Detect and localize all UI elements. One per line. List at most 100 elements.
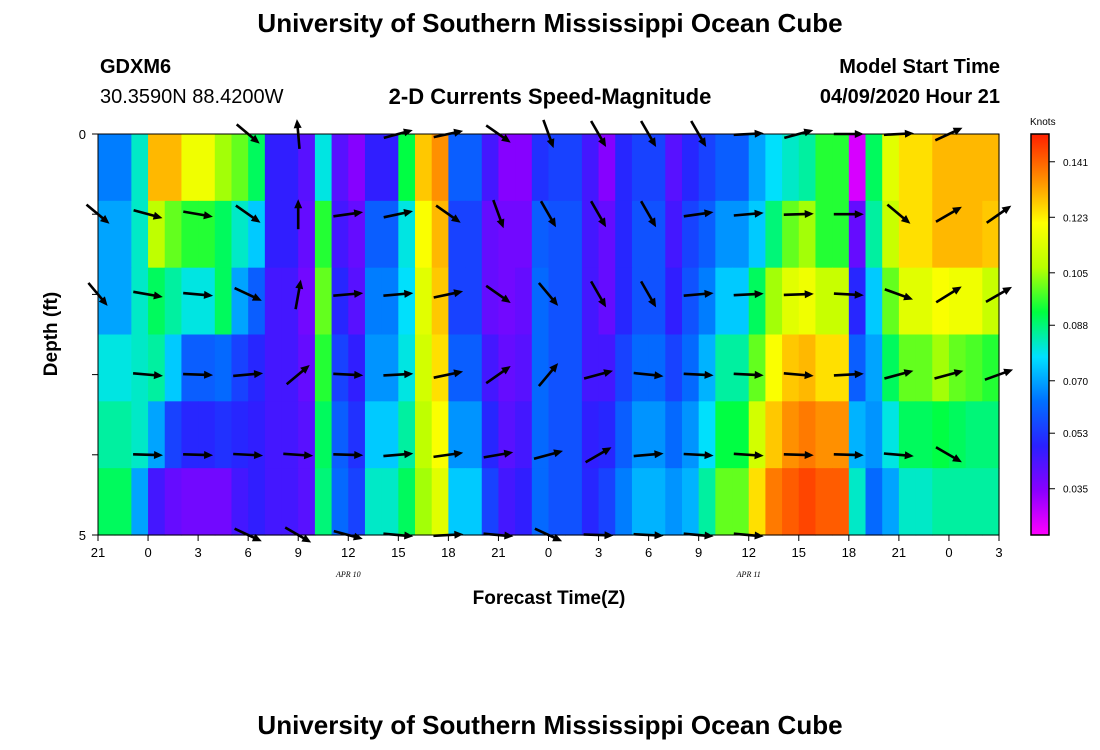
station-id: GDXM6 [100, 56, 172, 78]
heatmap-cell [498, 468, 516, 536]
current-arrow [883, 451, 914, 460]
heatmap-cell [264, 401, 283, 469]
heatmap-cell [932, 468, 950, 536]
heatmap-cell [798, 267, 817, 336]
current-arrow [589, 280, 607, 308]
heatmap-cell [815, 134, 833, 202]
current-arrow [833, 290, 864, 299]
current-arrow [690, 120, 707, 147]
heatmap-cell [114, 468, 132, 536]
heatmap-cell [915, 267, 933, 336]
heatmap-cell [882, 401, 900, 469]
y-tick-label: 0 [79, 127, 86, 142]
heatmap-cell [782, 267, 800, 336]
heatmap-cell [648, 334, 666, 402]
current-arrow [639, 280, 657, 308]
heatmap-cell [465, 401, 483, 469]
heatmap-cell [865, 401, 883, 469]
heatmap-cell [331, 334, 349, 402]
current-arrow [285, 365, 310, 386]
x-tick-label: 6 [645, 545, 652, 560]
heatmap-cell [298, 401, 316, 469]
heatmap-cell [615, 401, 633, 469]
heatmap-cell [248, 334, 266, 402]
heatmap-cell [481, 134, 500, 202]
x-tick-label: 15 [391, 545, 405, 560]
heatmap-cell [681, 401, 700, 469]
heatmap-cell [381, 200, 399, 269]
heatmap-cell [898, 200, 917, 269]
current-arrow [639, 120, 657, 147]
heatmap-cell [665, 468, 683, 536]
heatmap-cell [231, 267, 249, 336]
heatmap-cell [948, 134, 967, 202]
current-arrow [534, 527, 563, 542]
heatmap-cell [131, 468, 149, 536]
x-tick-label: 18 [441, 545, 455, 560]
current-arrow [633, 371, 664, 380]
heatmap-cell [148, 267, 166, 336]
heatmap-cell [882, 468, 900, 536]
heatmap-cell [181, 267, 199, 336]
heatmap-cell [882, 267, 900, 336]
heatmap-cell [281, 134, 299, 202]
heatmap-cell [765, 334, 783, 402]
current-arrow [433, 369, 464, 379]
heatmap-cell [164, 200, 183, 269]
current-arrow [934, 127, 963, 142]
heatmap-cell [565, 401, 583, 469]
colorbar-tick-label: 0.070 [1063, 377, 1088, 388]
heatmap-cell [448, 200, 466, 269]
heatmap-cell [615, 267, 633, 336]
heatmap-cell [548, 334, 566, 402]
heatmap-cell [615, 134, 633, 202]
heatmap-cell [531, 267, 550, 336]
current-arrow [584, 447, 612, 464]
heatmap-cell [314, 334, 333, 402]
heatmap-cell [665, 134, 683, 202]
heatmap-cell [698, 334, 716, 402]
heatmap-cell [531, 200, 550, 269]
heatmap-cell [948, 468, 967, 536]
heatmap-cell [248, 401, 266, 469]
current-arrow [433, 450, 464, 459]
heatmap-cell [548, 267, 566, 336]
current-arrow [183, 210, 213, 220]
heatmap-cell [782, 468, 800, 536]
current-arrow [683, 370, 714, 379]
heatmap-cell [531, 334, 550, 402]
heatmap-cell [782, 401, 800, 469]
current-arrow [85, 203, 110, 224]
heatmap-cell [398, 401, 416, 469]
heatmap-cell [281, 401, 299, 469]
heatmap-cell [381, 334, 399, 402]
heatmap-cell [681, 134, 700, 202]
heatmap-cell [431, 200, 449, 269]
heatmap-cell [98, 468, 116, 536]
heatmap-cell [248, 134, 266, 202]
heatmap-cell [631, 401, 650, 469]
heatmap-cell [131, 200, 149, 269]
heatmap-cell [565, 267, 583, 336]
heatmap-cell [882, 134, 900, 202]
colorbar-tick-label: 0.035 [1063, 485, 1088, 496]
heatmap-cell [681, 267, 700, 336]
current-arrow [935, 206, 962, 223]
heatmap-cell [648, 401, 666, 469]
heatmap-cell [598, 134, 616, 202]
heatmap-cell [765, 200, 783, 269]
heatmap-cell [581, 401, 600, 469]
heatmap-cell [948, 200, 967, 269]
heatmap-cell [481, 334, 500, 402]
heatmap-cell [448, 468, 466, 536]
heatmap-cell [598, 401, 616, 469]
heatmap-cell [848, 334, 867, 402]
heatmap-cell [431, 401, 449, 469]
heatmap-cell [531, 134, 550, 202]
current-arrow [583, 369, 613, 380]
heatmap-cell [415, 200, 433, 269]
heatmap-cell [898, 468, 917, 536]
heatmap-cell [565, 334, 583, 402]
heatmap-cell [715, 267, 733, 336]
heatmap-cell [698, 267, 716, 336]
